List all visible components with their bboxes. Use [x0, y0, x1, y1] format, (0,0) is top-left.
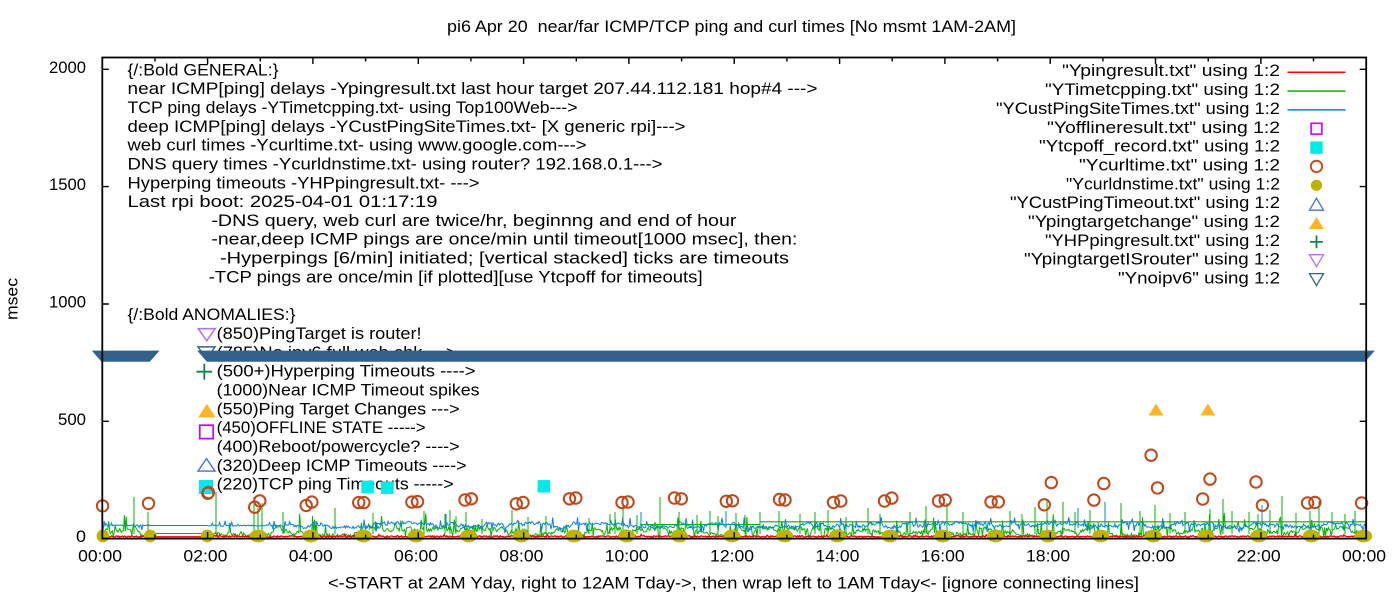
svg-text:deep ICMP[ping] delays -YCustP: deep ICMP[ping] delays -YCustPingSiteTim…	[128, 118, 686, 136]
svg-text:(450)OFFLINE STATE ----->: (450)OFFLINE STATE ----->	[217, 419, 426, 437]
svg-text:"YHPpingresult.txt" using 1:2: "YHPpingresult.txt" using 1:2	[1045, 232, 1280, 250]
svg-text:14:00: 14:00	[815, 548, 859, 566]
svg-text:"YCustPingSiteTimes.txt" using: "YCustPingSiteTimes.txt" using 1:2	[996, 100, 1280, 118]
svg-text:"Ytcpoff_record.txt" using 1:2: "Ytcpoff_record.txt" using 1:2	[1039, 138, 1280, 156]
svg-text:-near,deep ICMP pings are once: -near,deep ICMP pings are once/min until…	[211, 231, 797, 249]
svg-text:near ICMP[ping] delays -Ypingr: near ICMP[ping] delays -Ypingresult.txt …	[128, 80, 818, 98]
svg-text:02:00: 02:00	[183, 548, 227, 566]
svg-text:"YCustPingTimeout.txt" using 1: "YCustPingTimeout.txt" using 1:2	[1010, 194, 1280, 212]
svg-text:msec: msec	[4, 278, 22, 320]
svg-text:-Hyperpings [6/min] initiated;: -Hyperpings [6/min] initiated; [vertical…	[220, 249, 789, 267]
svg-text:Hyperping timeouts -YHPpingres: Hyperping timeouts -YHPpingresult.txt- -…	[128, 174, 480, 192]
svg-text:10:00: 10:00	[605, 548, 649, 566]
svg-text:pi6 Apr 20 near/far ICMP/TCP: pi6 Apr 20 near/far ICMP/TCP ping and cu…	[447, 18, 1016, 36]
svg-text:1000: 1000	[49, 293, 86, 311]
svg-text:"YTimetcpping.txt" using 1:2: "YTimetcpping.txt" using 1:2	[1045, 81, 1280, 99]
svg-text:06:00: 06:00	[394, 548, 438, 566]
svg-text:20:00: 20:00	[1131, 548, 1175, 566]
svg-text:2000: 2000	[49, 59, 86, 77]
svg-text:22:00: 22:00	[1237, 548, 1281, 566]
svg-text:(550)Ping Target Changes --->: (550)Ping Target Changes --->	[217, 400, 460, 418]
svg-text:(220)TCP ping Timeouts ----->: (220)TCP ping Timeouts ----->	[217, 476, 454, 494]
svg-text:16:00: 16:00	[921, 548, 965, 566]
svg-text:(500+)Hyperping Timeouts ---->: (500+)Hyperping Timeouts ---->	[217, 363, 476, 381]
svg-text:DNS query times -Ycurldnstime.: DNS query times -Ycurldnstime.txt- using…	[128, 156, 663, 174]
svg-text:00:00: 00:00	[1342, 548, 1386, 566]
svg-text:"YpingtargetISrouter" using 1:: "YpingtargetISrouter" using 1:2	[1024, 251, 1280, 269]
svg-text:-DNS query, web curl are twice: -DNS query, web curl are twice/hr, begin…	[211, 212, 737, 230]
svg-text:0: 0	[76, 528, 86, 546]
svg-text:12:00: 12:00	[710, 548, 754, 566]
svg-text:(850)PingTarget is router!: (850)PingTarget is router!	[217, 325, 422, 343]
svg-text:TCP ping delays -YTimetcpping.: TCP ping delays -YTimetcpping.txt- using…	[128, 99, 578, 117]
svg-text:<-START at 2AM Yday, right to: <-START at 2AM Yday, right to 12AM Tday-…	[328, 575, 1139, 593]
svg-text:00:00: 00:00	[78, 548, 122, 566]
svg-text:(400)Reboot/powercycle? ---->: (400)Reboot/powercycle? ---->	[217, 438, 460, 456]
svg-text:{/:Bold ANOMALIES:}: {/:Bold ANOMALIES:}	[128, 306, 297, 324]
svg-text:1500: 1500	[49, 176, 86, 194]
svg-text:"Ypingresult.txt" using 1:2: "Ypingresult.txt" using 1:2	[1062, 62, 1280, 80]
svg-text:Last rpi boot: 2025-04-01 01:1: Last rpi boot: 2025-04-01 01:17:19	[128, 193, 438, 211]
svg-text:"Yofflineresult.txt" using 1:2: "Yofflineresult.txt" using 1:2	[1047, 119, 1280, 137]
svg-text:(1000)Near ICMP Timeout spikes: (1000)Near ICMP Timeout spikes	[217, 381, 480, 399]
svg-text:"Ycurldnstime.txt" using 1:2: "Ycurldnstime.txt" using 1:2	[1066, 175, 1280, 193]
svg-text:"Ycurltime.txt" using 1:2: "Ycurltime.txt" using 1:2	[1079, 156, 1280, 174]
svg-text:-TCP pings are once/min [if pl: -TCP pings are once/min [if plotted][use…	[209, 268, 703, 286]
svg-text:500: 500	[58, 411, 86, 429]
svg-text:18:00: 18:00	[1026, 548, 1070, 566]
svg-text:"Ypingtargetchange" using 1:2: "Ypingtargetchange" using 1:2	[1028, 213, 1280, 231]
svg-text:08:00: 08:00	[499, 548, 543, 566]
svg-text:(320)Deep ICMP Timeouts ---->: (320)Deep ICMP Timeouts ---->	[217, 457, 467, 475]
svg-text:web curl times -Ycurltime.txt-: web curl times -Ycurltime.txt- using www…	[126, 137, 586, 155]
svg-text:04:00: 04:00	[289, 548, 333, 566]
svg-text:{/:Bold GENERAL:}: {/:Bold GENERAL:}	[128, 61, 280, 79]
svg-text:"Ynoipv6" using 1:2: "Ynoipv6" using 1:2	[1118, 270, 1280, 288]
